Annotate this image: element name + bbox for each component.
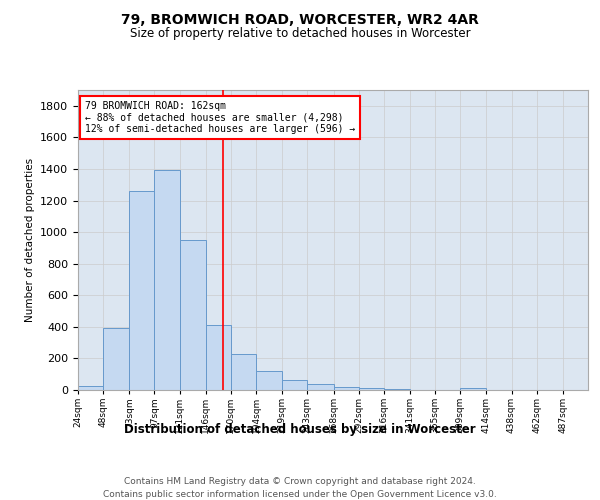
- Bar: [460, 388, 487, 390]
- Text: Contains public sector information licensed under the Open Government Licence v3: Contains public sector information licen…: [103, 490, 497, 499]
- Text: Size of property relative to detached houses in Worcester: Size of property relative to detached ho…: [130, 28, 470, 40]
- Text: Contains HM Land Registry data © Crown copyright and database right 2024.: Contains HM Land Registry data © Crown c…: [124, 478, 476, 486]
- Bar: [282, 380, 307, 390]
- Bar: [206, 326, 231, 390]
- Bar: [154, 170, 179, 390]
- Text: 79, BROMWICH ROAD, WORCESTER, WR2 4AR: 79, BROMWICH ROAD, WORCESTER, WR2 4AR: [121, 12, 479, 26]
- Text: Distribution of detached houses by size in Worcester: Distribution of detached houses by size …: [124, 422, 476, 436]
- Bar: [130, 191, 154, 390]
- Bar: [256, 371, 282, 390]
- Bar: [103, 328, 130, 390]
- Bar: [307, 384, 334, 390]
- Bar: [384, 389, 410, 390]
- Text: 79 BROMWICH ROAD: 162sqm
← 88% of detached houses are smaller (4,298)
12% of sem: 79 BROMWICH ROAD: 162sqm ← 88% of detach…: [85, 101, 356, 134]
- Bar: [359, 388, 384, 390]
- Bar: [179, 240, 206, 390]
- Bar: [334, 387, 359, 390]
- Bar: [78, 386, 103, 390]
- Bar: [231, 354, 256, 390]
- Y-axis label: Number of detached properties: Number of detached properties: [25, 158, 35, 322]
